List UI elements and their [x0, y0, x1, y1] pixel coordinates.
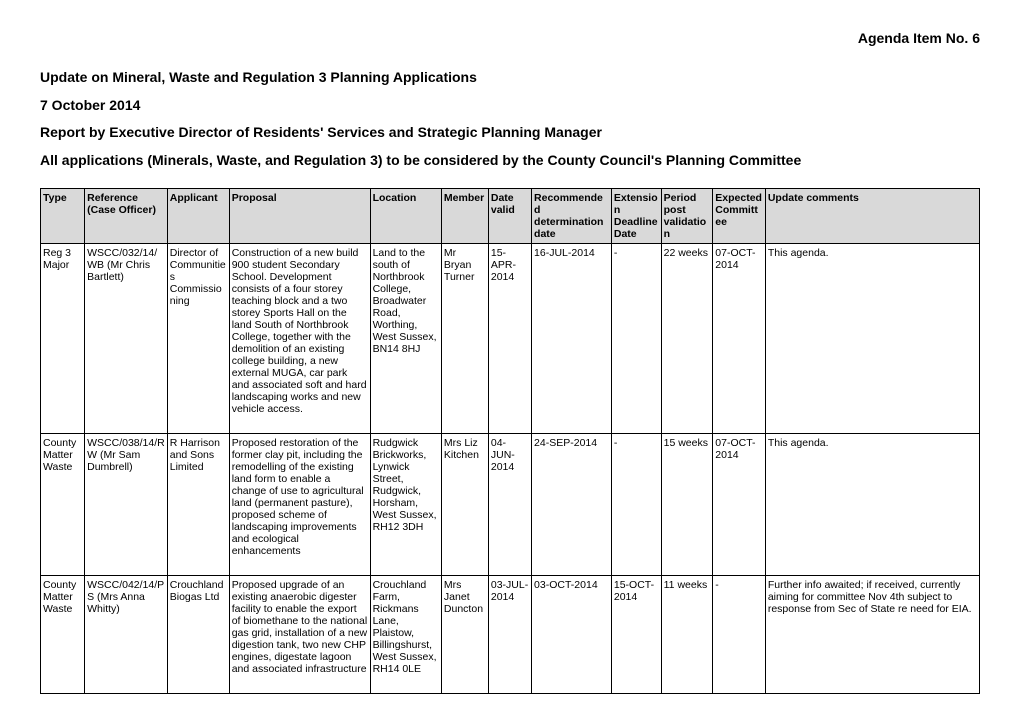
table-header-row: TypeReference (Case Officer)ApplicantPro… — [41, 189, 980, 244]
cell-period: 11 weeks — [661, 576, 713, 694]
col-header: Period post validation — [661, 189, 713, 244]
cell-type: County Matter Waste — [41, 434, 85, 576]
col-header: Location — [370, 189, 441, 244]
cell-rec_det_date: 16-JUL-2014 — [532, 244, 612, 434]
col-header: Member — [441, 189, 488, 244]
cell-location: Crouchland Farm, Rickmans Lane, Plaistow… — [370, 576, 441, 694]
cell-member: Mrs Janet Duncton — [441, 576, 488, 694]
cell-member: Mrs Liz Kitchen — [441, 434, 488, 576]
heading-report-by: Report by Executive Director of Resident… — [40, 123, 980, 143]
cell-proposal: Proposed restoration of the former clay … — [229, 434, 370, 576]
heading-subtitle: All applications (Minerals, Waste, and R… — [40, 151, 980, 171]
cell-date_valid: 04-JUN-2014 — [488, 434, 531, 576]
table-row: County Matter WasteWSCC/042/14/PS (Mrs A… — [41, 576, 980, 694]
heading-title: Update on Mineral, Waste and Regulation … — [40, 68, 980, 88]
cell-reference: WSCC/032/14/WB (Mr Chris Bartlett) — [85, 244, 168, 434]
cell-period: 22 weeks — [661, 244, 713, 434]
cell-comments: This agenda. — [765, 434, 979, 576]
col-header: Type — [41, 189, 85, 244]
col-header: Reference (Case Officer) — [85, 189, 168, 244]
col-header: Date valid — [488, 189, 531, 244]
cell-reference: WSCC/038/14/RW (Mr Sam Dumbrell) — [85, 434, 168, 576]
col-header: Recommended determination date — [532, 189, 612, 244]
cell-location: Rudgwick Brickworks, Lynwick Street, Rud… — [370, 434, 441, 576]
applications-table: TypeReference (Case Officer)ApplicantPro… — [40, 188, 980, 694]
cell-ext_deadline: - — [611, 244, 661, 434]
cell-applicant: R Harrison and Sons Limited — [167, 434, 229, 576]
cell-type: County Matter Waste — [41, 576, 85, 694]
cell-rec_det_date: 03-OCT-2014 — [532, 576, 612, 694]
cell-committee: 07-OCT-2014 — [713, 434, 766, 576]
cell-date_valid: 03-JUL-2014 — [488, 576, 531, 694]
heading-date: 7 October 2014 — [40, 96, 980, 116]
col-header: Expected Committee — [713, 189, 766, 244]
col-header: Extension Deadline Date — [611, 189, 661, 244]
cell-comments: Further info awaited; if received, curre… — [765, 576, 979, 694]
cell-reference: WSCC/042/14/PS (Mrs Anna Whitty) — [85, 576, 168, 694]
cell-comments: This agenda. — [765, 244, 979, 434]
table-row: Reg 3 MajorWSCC/032/14/WB (Mr Chris Bart… — [41, 244, 980, 434]
cell-type: Reg 3 Major — [41, 244, 85, 434]
cell-applicant: Crouchland Biogas Ltd — [167, 576, 229, 694]
cell-proposal: Construction of a new build 900 student … — [229, 244, 370, 434]
cell-ext_deadline: - — [611, 434, 661, 576]
cell-committee: 07-OCT-2014 — [713, 244, 766, 434]
cell-proposal: Proposed upgrade of an existing anaerobi… — [229, 576, 370, 694]
cell-member: Mr Bryan Turner — [441, 244, 488, 434]
col-header: Proposal — [229, 189, 370, 244]
cell-location: Land to the south of Northbrook College,… — [370, 244, 441, 434]
cell-date_valid: 15-APR-2014 — [488, 244, 531, 434]
cell-committee: - — [713, 576, 766, 694]
cell-ext_deadline: 15-OCT-2014 — [611, 576, 661, 694]
col-header: Applicant — [167, 189, 229, 244]
cell-period: 15 weeks — [661, 434, 713, 576]
cell-applicant: Director of Communities Commissioning — [167, 244, 229, 434]
cell-rec_det_date: 24-SEP-2014 — [532, 434, 612, 576]
agenda-item: Agenda Item No. 6 — [40, 30, 980, 46]
col-header: Update comments — [765, 189, 979, 244]
table-row: County Matter WasteWSCC/038/14/RW (Mr Sa… — [41, 434, 980, 576]
